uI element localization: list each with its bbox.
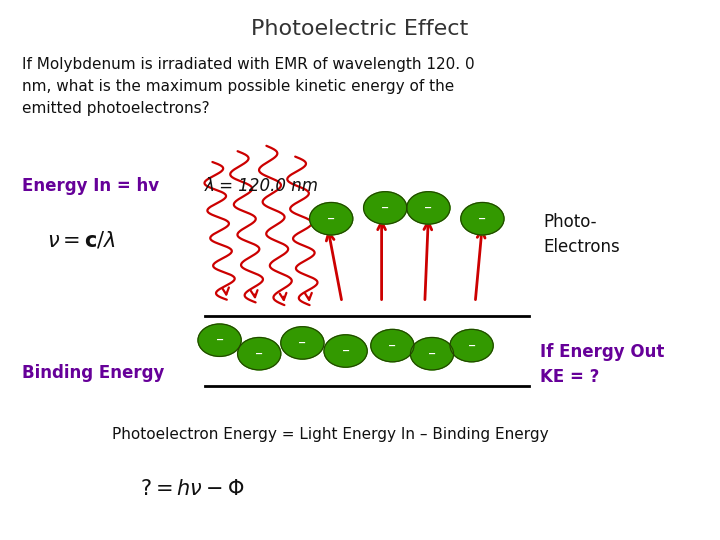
Text: λ = 120.0 nm: λ = 120.0 nm [205,177,319,195]
Text: −: − [388,341,397,350]
Text: −: − [424,203,433,213]
Circle shape [324,335,367,367]
Text: −: − [467,341,476,350]
Text: If Energy Out
KE = ?: If Energy Out KE = ? [540,343,665,386]
Circle shape [238,338,281,370]
Circle shape [281,327,324,359]
Text: −: − [478,214,487,224]
Circle shape [410,338,454,370]
Circle shape [407,192,450,224]
Text: Binding Energy: Binding Energy [22,363,164,382]
Circle shape [198,324,241,356]
Circle shape [310,202,353,235]
Circle shape [364,192,407,224]
Text: −: − [298,338,307,348]
Text: Photoelectric Effect: Photoelectric Effect [251,19,469,39]
Text: −: − [381,203,390,213]
Text: Photo-
Electrons: Photo- Electrons [544,213,621,256]
Text: −: − [341,346,350,356]
Text: $\nu = \mathbf{c}/\lambda$: $\nu = \mathbf{c}/\lambda$ [47,230,116,251]
Circle shape [450,329,493,362]
Circle shape [371,329,414,362]
Text: −: − [255,349,264,359]
Text: −: − [428,349,436,359]
Text: Energy In = hv: Energy In = hv [22,177,158,195]
Text: −: − [327,214,336,224]
Text: $? = h\nu - \Phi$: $? = h\nu - \Phi$ [140,478,245,499]
Text: If Molybdenum is irradiated with EMR of wavelength 120. 0
nm, what is the maximu: If Molybdenum is irradiated with EMR of … [22,57,474,116]
Circle shape [461,202,504,235]
Text: −: − [215,335,224,345]
Text: Photoelectron Energy = Light Energy In – Binding Energy: Photoelectron Energy = Light Energy In –… [112,427,548,442]
